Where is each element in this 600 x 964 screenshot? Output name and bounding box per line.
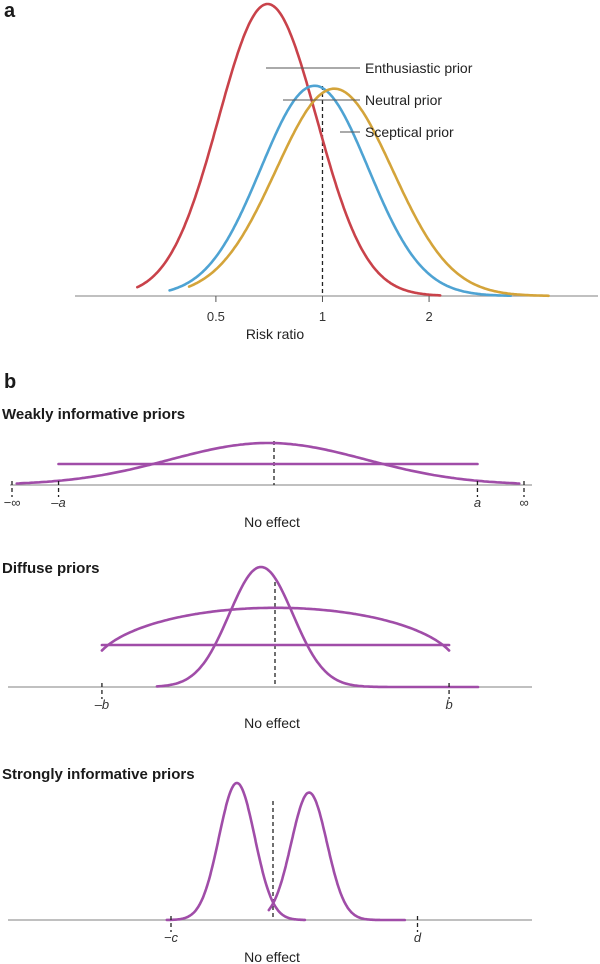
panel-label-b: b <box>4 371 16 393</box>
tick-label-c: −c <box>164 930 179 945</box>
tick-label-2: 2 <box>425 309 432 324</box>
strong-no-effect-label: No effect <box>244 949 300 964</box>
tick-label-a: –a <box>50 495 65 510</box>
truncated-arc-curve <box>100 606 451 652</box>
panel-a-curves <box>136 2 550 298</box>
strong-curves <box>165 781 407 922</box>
weak-curves <box>15 441 521 485</box>
diffuse-priors-title: Diffuse priors <box>2 560 100 577</box>
tick-label-0-5: 0.5 <box>207 309 225 324</box>
tick-label-d: d <box>414 930 422 945</box>
diffuse-curves <box>100 565 480 689</box>
diffuse-no-effect-label: No effect <box>244 715 300 731</box>
legend-sceptical-prior: Sceptical prior <box>365 124 454 140</box>
wide-normal-curve <box>15 441 521 485</box>
panel-b-diffuse: –b b No effect <box>8 565 532 731</box>
panel-a-x-axis-label: Risk ratio <box>246 326 305 342</box>
enthusiastic-prior-curve <box>136 2 442 297</box>
strongly-informative-title: Strongly informative priors <box>2 766 195 783</box>
panel-label-a: a <box>4 0 16 22</box>
tick-label-b: –b <box>94 697 109 712</box>
tick-label-: ∞ <box>519 495 528 510</box>
diffuse-ticks: –b b <box>94 683 453 712</box>
tick-label-a: a <box>474 495 481 510</box>
panel-a: 0.5 1 2 Risk ratio Enthusiastic prior Neut… <box>75 2 598 342</box>
narrow-normal-curve <box>155 565 480 689</box>
right-normal-curve <box>267 791 407 922</box>
legend-neutral-prior: Neutral prior <box>365 92 442 108</box>
legend-enthusiastic-prior: Enthusiastic prior <box>365 60 473 76</box>
weak-ticks: −∞ –a a ∞ <box>4 481 529 510</box>
weakly-informative-title: Weakly informative priors <box>2 406 185 423</box>
neutral-prior-curve <box>168 84 512 297</box>
panel-a-ticks: 0.5 1 2 <box>207 296 433 324</box>
tick-label-1: 1 <box>319 309 326 324</box>
sceptical-prior-curve <box>187 87 550 298</box>
left-normal-curve <box>165 781 307 922</box>
tick-label-b: b <box>445 697 452 712</box>
tick-label-: −∞ <box>4 495 21 510</box>
weak-no-effect-label: No effect <box>244 514 300 530</box>
strong-ticks: −c d <box>164 916 422 945</box>
panel-b-strongly-informative: −c d No effect <box>8 781 532 964</box>
panel-b-weakly-informative: −∞ –a a ∞ No effect <box>4 441 532 530</box>
